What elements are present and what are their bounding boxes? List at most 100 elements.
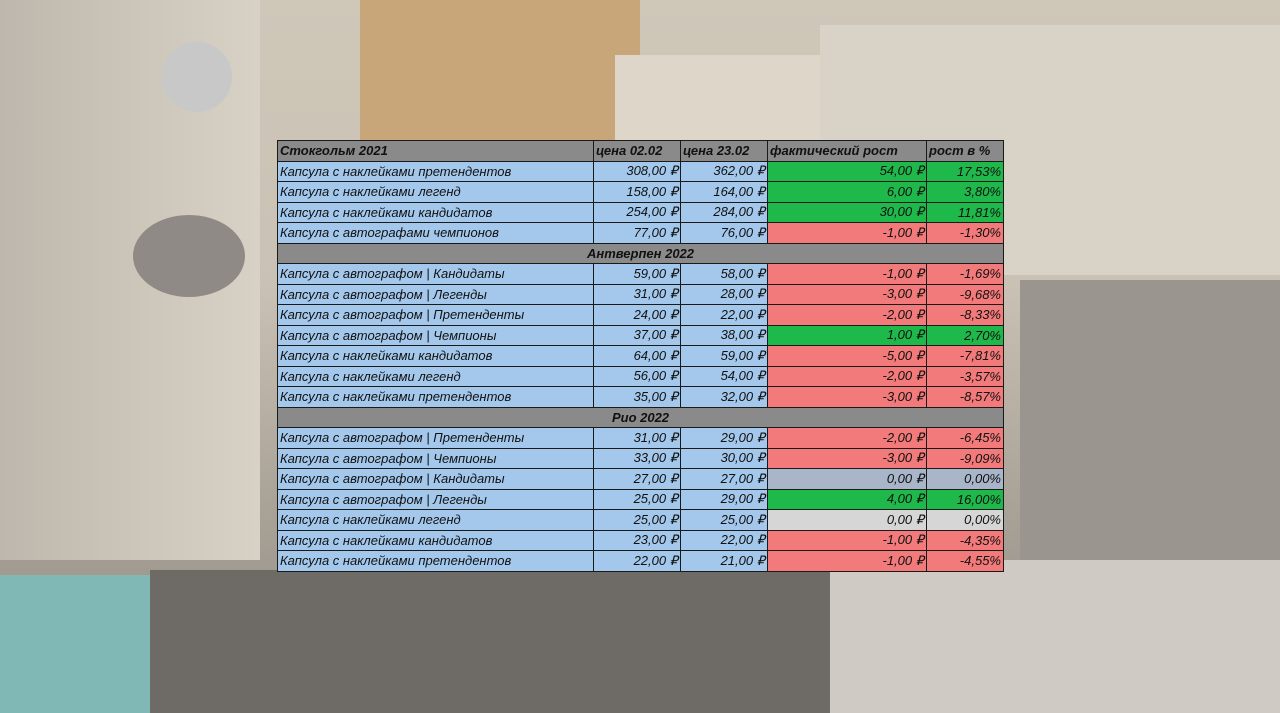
item-name: Капсула с наклейками легенд	[277, 181, 594, 203]
cell-value: 27,00 ₽	[680, 468, 768, 490]
cell-value: 25,00 ₽	[680, 509, 768, 531]
cell-value: 21,00 ₽	[680, 550, 768, 572]
cell-value: 308,00 ₽	[593, 160, 681, 182]
building	[615, 55, 825, 140]
section-row: Рио 2022	[277, 406, 1004, 428]
cell-value: 31,00 ₽	[593, 283, 681, 305]
table-row: Капсула с автографом | Кандидаты 27,00 ₽2…	[277, 468, 1004, 490]
cell-value: 284,00 ₽	[680, 201, 768, 223]
satellite-dish	[133, 215, 245, 297]
cell-value: 158,00 ₽	[593, 181, 681, 203]
cell-value: 24,00 ₽	[593, 304, 681, 326]
table-row: Капсула с наклейками легенд 56,00 ₽54,00 …	[277, 365, 1004, 387]
cell-value: 25,00 ₽	[593, 488, 681, 510]
cell-value: -2,00 ₽	[767, 427, 927, 449]
cell-value: 22,00 ₽	[593, 550, 681, 572]
table-row: Капсула с наклейками кандидатов 64,00 ₽59…	[277, 345, 1004, 367]
cell-value: 35,00 ₽	[593, 386, 681, 408]
cell-value: -8,33%	[926, 304, 1004, 326]
item-name: Капсула с автографом | Легенды	[277, 488, 594, 510]
cell-value: 30,00 ₽	[767, 201, 927, 223]
cell-value: 54,00 ₽	[767, 160, 927, 182]
cell-value: -6,45%	[926, 427, 1004, 449]
table-row: Капсула с автографом | Претенденты 31,00 …	[277, 427, 1004, 449]
cell-value: -4,35%	[926, 529, 1004, 551]
cell-value: 54,00 ₽	[680, 365, 768, 387]
table-row: Капсула с наклейками претендентов 308,00 …	[277, 160, 1004, 182]
item-name: Капсула с автографом | Кандидаты	[277, 468, 594, 490]
cell-value: 164,00 ₽	[680, 181, 768, 203]
cell-value: -1,00 ₽	[767, 529, 927, 551]
cell-value: -2,00 ₽	[767, 304, 927, 326]
item-name: Капсула с автографом | Чемпионы	[277, 447, 594, 469]
cell-value: 59,00 ₽	[680, 345, 768, 367]
header-row: Стокгольм 2021 цена 02.02 цена 23.02 фактич…	[277, 140, 1004, 162]
cell-value: 64,00 ₽	[593, 345, 681, 367]
floor	[150, 570, 830, 713]
street	[1020, 280, 1280, 600]
item-name: Капсула с наклейками претендентов	[277, 160, 594, 182]
table-row: Капсула с наклейками кандидатов 254,00 ₽2…	[277, 201, 1004, 223]
cell-value: -9,09%	[926, 447, 1004, 469]
cell-value: -1,69%	[926, 263, 1004, 285]
item-name: Капсула с автографом | Кандидаты	[277, 263, 594, 285]
cell-value: -3,00 ₽	[767, 447, 927, 469]
cell-value: 11,81%	[926, 201, 1004, 223]
cell-value: 362,00 ₽	[680, 160, 768, 182]
cell-value: -1,00 ₽	[767, 263, 927, 285]
table-row: Капсула с наклейками претендентов 35,00 ₽…	[277, 386, 1004, 408]
cell-value: 22,00 ₽	[680, 529, 768, 551]
item-name: Капсула с наклейками претендентов	[277, 550, 594, 572]
awning	[0, 575, 150, 713]
column-header: рост в %	[926, 140, 1004, 162]
item-name: Капсула с автографом | Претенденты	[277, 304, 594, 326]
cell-value: 3,80%	[926, 181, 1004, 203]
cell-value: -4,55%	[926, 550, 1004, 572]
cell-value: 17,53%	[926, 160, 1004, 182]
cell-value: -2,00 ₽	[767, 365, 927, 387]
cell-value: -3,57%	[926, 365, 1004, 387]
cell-value: 0,00 ₽	[767, 468, 927, 490]
table-row: Капсула с наклейками легенд 25,00 ₽25,00 …	[277, 509, 1004, 531]
section-title: Антверпен 2022	[277, 242, 1004, 264]
building	[360, 0, 640, 140]
cell-value: 27,00 ₽	[593, 468, 681, 490]
cell-value: 0,00%	[926, 468, 1004, 490]
cell-value: -9,68%	[926, 283, 1004, 305]
cell-value: -7,81%	[926, 345, 1004, 367]
column-header: фактический рост	[767, 140, 927, 162]
cell-value: 59,00 ₽	[593, 263, 681, 285]
section-row: Антверпен 2022	[277, 242, 1004, 264]
table-row: Капсула с автографом | Кандидаты 59,00 ₽5…	[277, 263, 1004, 285]
item-name: Капсула с автографом | Легенды	[277, 283, 594, 305]
section-title: Рио 2022	[277, 406, 1004, 428]
cell-value: -1,30%	[926, 222, 1004, 244]
item-name: Капсула с наклейками легенд	[277, 365, 594, 387]
cell-value: 32,00 ₽	[680, 386, 768, 408]
cell-value: 0,00 ₽	[767, 509, 927, 531]
cell-value: 6,00 ₽	[767, 181, 927, 203]
cell-value: 2,70%	[926, 324, 1004, 346]
cell-value: -3,00 ₽	[767, 386, 927, 408]
cell-value: 1,00 ₽	[767, 324, 927, 346]
cell-value: 0,00%	[926, 509, 1004, 531]
cell-value: -1,00 ₽	[767, 222, 927, 244]
item-name: Капсула с наклейками кандидатов	[277, 201, 594, 223]
cell-value: 25,00 ₽	[593, 509, 681, 531]
table-row: Капсула с наклейками легенд 158,00 ₽164,0…	[277, 181, 1004, 203]
table-row: Капсула с автографом | Легенды 31,00 ₽28,…	[277, 283, 1004, 305]
cell-value: 33,00 ₽	[593, 447, 681, 469]
cell-value: 16,00%	[926, 488, 1004, 510]
cell-value: 77,00 ₽	[593, 222, 681, 244]
cell-value: 28,00 ₽	[680, 283, 768, 305]
table-row: Капсула с автографом | Чемпионы 37,00 ₽38…	[277, 324, 1004, 346]
item-name: Капсула с автографами чемпионов	[277, 222, 594, 244]
table-row: Капсула с наклейками претендентов 22,00 ₽…	[277, 550, 1004, 572]
table-row: Капсула с наклейками кандидатов 23,00 ₽22…	[277, 529, 1004, 551]
cell-value: 38,00 ₽	[680, 324, 768, 346]
column-header: цена 02.02	[593, 140, 681, 162]
table-row: Капсула с автографом | Легенды 25,00 ₽29,…	[277, 488, 1004, 510]
cell-value: -5,00 ₽	[767, 345, 927, 367]
item-name: Капсула с автографом | Чемпионы	[277, 324, 594, 346]
